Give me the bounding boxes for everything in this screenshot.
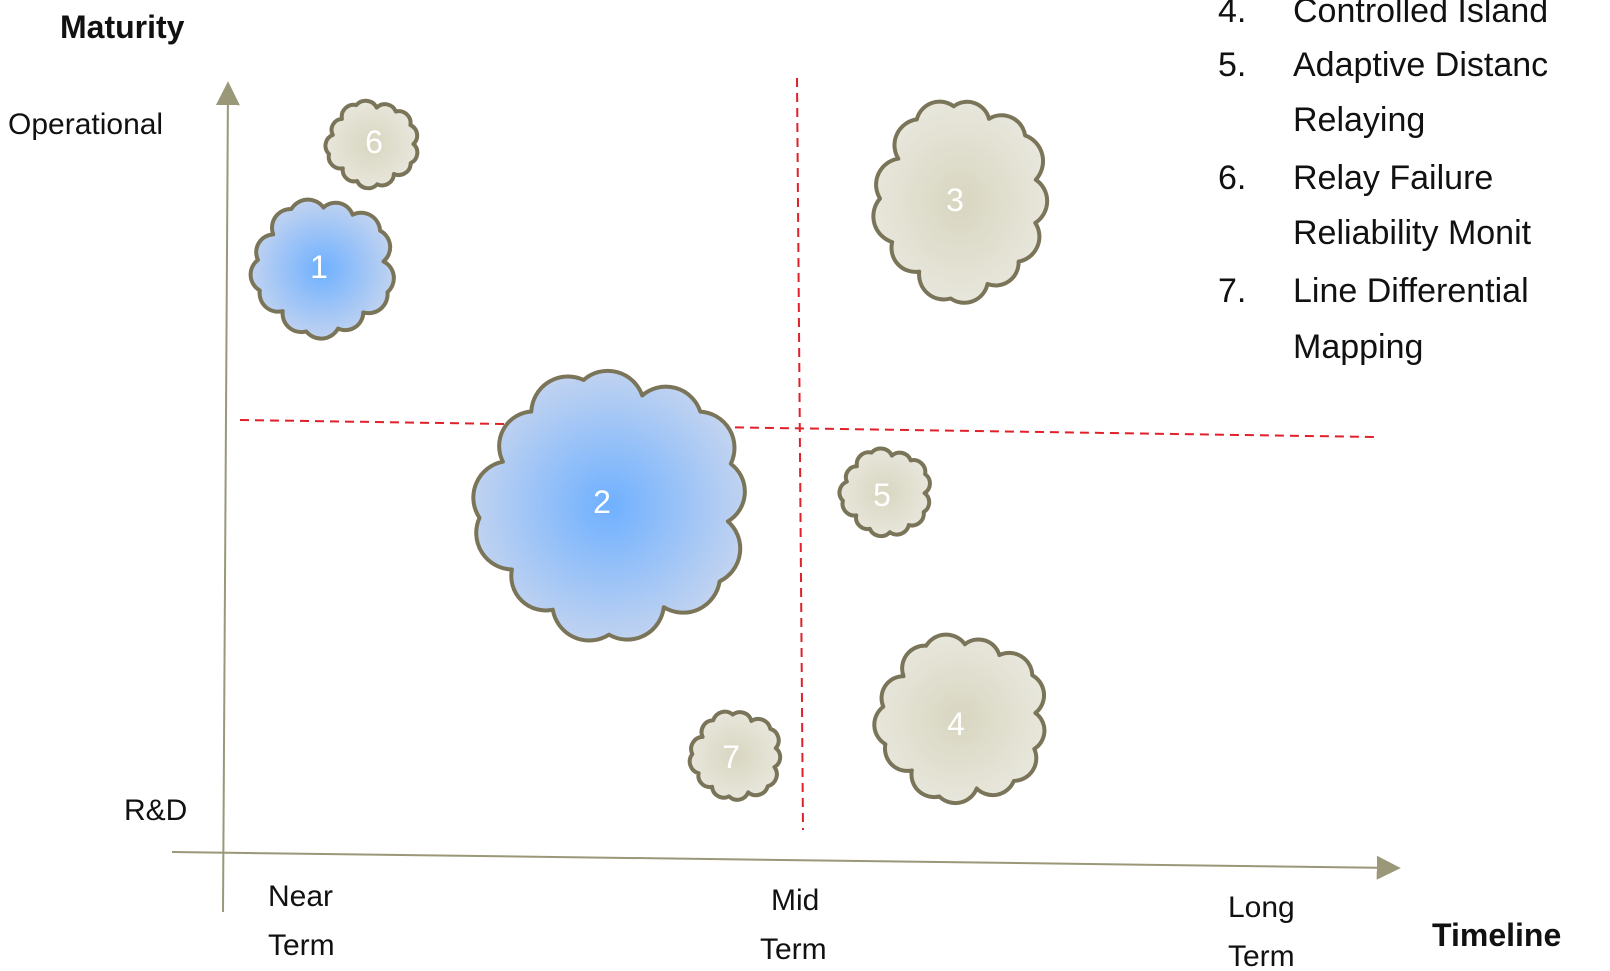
cloud-5: 5 <box>837 446 932 539</box>
x-axis-title: Timeline <box>1432 917 1561 953</box>
vertical-divider <box>796 77 804 831</box>
cloud-3-shape <box>871 99 1050 305</box>
horizontal-divider <box>239 419 1376 438</box>
x-tick-long-line2: Term <box>1228 940 1295 971</box>
cloud-6-shape <box>323 98 420 191</box>
cloud-2-shape <box>471 368 747 643</box>
cloud-6: 6 <box>323 98 420 191</box>
cloud-5-shape <box>837 446 932 539</box>
cloud-7-label: 7 <box>722 739 740 775</box>
cloud-1-label: 1 <box>310 249 328 285</box>
legend-text-5-cont: Relaying <box>1293 101 1425 139</box>
legend-num-7: 7. <box>1218 272 1246 310</box>
cloud-2-label: 2 <box>593 484 611 520</box>
legend-num-6: 6. <box>1218 159 1246 197</box>
legend-text-6: Relay Failure <box>1293 159 1493 197</box>
y-axis <box>215 81 240 913</box>
cloud-2: 2 <box>471 368 747 643</box>
x-tick-mid-line1: Mid <box>771 884 819 917</box>
x-tick-near-line1: Near <box>268 880 333 913</box>
cloud-5-label: 5 <box>873 477 891 513</box>
cloud-3-label: 3 <box>946 182 964 218</box>
legend-text-7: Line Differential <box>1293 272 1529 310</box>
cloud-3: 3 <box>871 99 1050 305</box>
cloud-7: 7 <box>687 709 783 802</box>
cloud-1-shape <box>248 197 396 341</box>
y-top-label: Operational <box>8 108 163 141</box>
cloud-4-shape <box>872 632 1047 806</box>
y-bottom-label: R&D <box>124 794 187 827</box>
legend-text-5: Adaptive Distanc <box>1293 46 1548 84</box>
x-axis <box>171 851 1401 880</box>
cloud-6-label: 6 <box>365 124 383 160</box>
legend: 4. Controlled Island 5. Adaptive Distanc… <box>1218 0 1548 366</box>
x-tick-mid-line2: Term <box>760 933 827 966</box>
y-axis-title: Maturity <box>60 9 185 45</box>
x-tick-near-line2: Term <box>268 929 335 962</box>
legend-num-5: 5. <box>1218 46 1246 84</box>
clouds-layer: 6 1 3 2 5 4 7 <box>248 98 1050 806</box>
cloud-4-label: 4 <box>947 706 965 742</box>
x-tick-long-line1: Long <box>1228 891 1295 924</box>
cloud-1: 1 <box>248 197 396 341</box>
legend-text-4: Controlled Island <box>1293 0 1548 30</box>
legend-text-7-cont: Mapping <box>1293 328 1423 366</box>
cloud-4: 4 <box>872 632 1047 806</box>
legend-num-4: 4. <box>1218 0 1246 30</box>
legend-text-6-cont: Reliability Monit <box>1293 214 1532 252</box>
cloud-7-shape <box>687 709 783 802</box>
